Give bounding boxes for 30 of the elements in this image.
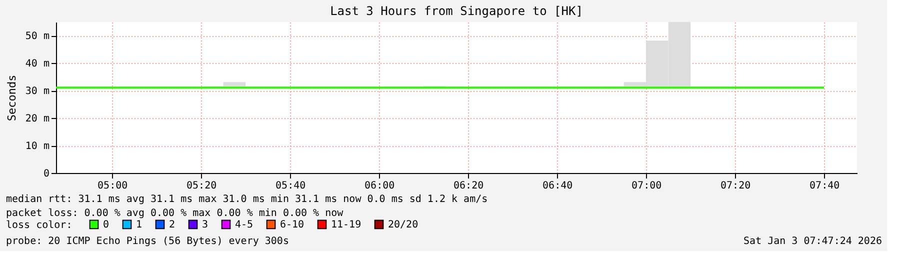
y-tick-label: 50 m — [25, 31, 50, 42]
chart-title: Last 3 Hours from Singapore to [HK] — [330, 4, 583, 18]
x-tick-label: 05:40 — [276, 180, 306, 192]
x-tick-label: 07:40 — [810, 180, 840, 192]
text: probe: 20 ICMP Echo Pings (56 Bytes) every 300s — [6, 236, 289, 247]
x-tick-label: 06:20 — [454, 180, 484, 192]
x-tick-label: 06:40 — [542, 180, 573, 192]
y-tick-label: 10 m — [25, 141, 50, 152]
legend-label: 11-19 — [331, 219, 362, 230]
legend-title: loss color: — [6, 220, 72, 231]
x-tick-label: 07:00 — [632, 180, 662, 192]
y-tick-label: 40 m — [25, 58, 50, 70]
legend-label: 2 — [169, 219, 176, 230]
y-tick-label: 30 m — [25, 86, 50, 98]
x-tick-label: 06:00 — [364, 180, 395, 192]
text: Sat Jan 3 07:47:24 2026 — [744, 236, 882, 247]
x-tick-label: 05:20 — [186, 180, 217, 192]
text: packet loss: 0.00 % avg 0.00 % max 0.00 % min 0.00 % now — [6, 208, 344, 219]
legend-label: 20/20 — [388, 219, 418, 230]
x-tick-label: 07:20 — [720, 180, 751, 192]
legend-label: 3 — [202, 219, 208, 230]
legend-label: 1 — [136, 219, 142, 230]
y-tick-label: 0 — [43, 168, 50, 180]
x-tick-label: 05:00 — [98, 180, 128, 192]
legend-label: 0 — [103, 219, 110, 230]
y-axis-title: Seconds — [5, 74, 18, 122]
legend-label: 4-5 — [235, 219, 254, 230]
y-tick-label: 20 m — [25, 114, 50, 125]
legend-label: 6-10 — [280, 219, 304, 230]
text: median rtt: 31.1 ms avg 31.1 ms max 31.0 ms min 31.1 ms now 0.0 ms sd 1.2 k am/s — [6, 194, 488, 205]
